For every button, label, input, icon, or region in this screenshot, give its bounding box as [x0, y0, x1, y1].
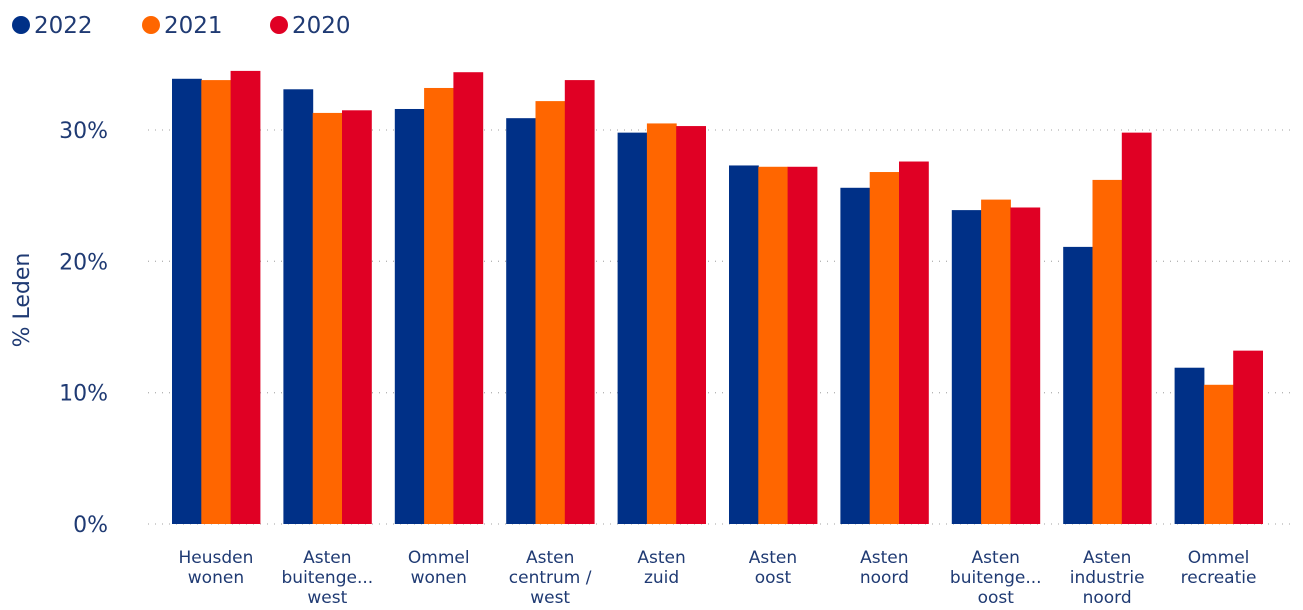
bar-2022-4[interactable] [617, 132, 648, 525]
x-category-label-line: Asten [526, 548, 574, 568]
x-category-label-line: Asten [972, 548, 1020, 568]
x-category-label: Asten centrum / west [509, 548, 592, 608]
bar-2020-3[interactable] [564, 80, 595, 525]
bar-2022-7[interactable] [951, 210, 982, 524]
legend-marker [270, 16, 288, 34]
bar-2020-9[interactable] [1233, 350, 1263, 524]
x-category-label-line: Asten [637, 548, 685, 568]
bar-2022-1[interactable] [283, 89, 314, 524]
bar-2021-2[interactable] [424, 87, 454, 525]
x-category-label: Asten noord [860, 548, 909, 588]
legend-label: 2021 [164, 13, 223, 39]
bar-2020-5[interactable] [787, 166, 818, 525]
bar-2021-3[interactable] [535, 101, 566, 525]
bar-2022-5[interactable] [729, 165, 759, 524]
x-category-label-line: west [530, 588, 570, 608]
x-category-label: Asten zuid [637, 548, 685, 588]
bar-2021-1[interactable] [312, 112, 343, 524]
bar-2022-9[interactable] [1174, 367, 1205, 524]
legend: 2022 2021 2020 [12, 13, 351, 39]
legend-label: 2020 [292, 13, 351, 39]
legend-marker [12, 16, 30, 34]
bar-2021-4[interactable] [646, 123, 677, 524]
bar-2020-0[interactable] [230, 70, 261, 525]
x-category-label: Heusden wonen [178, 548, 253, 588]
x-category-label: Ommel wonen [408, 548, 470, 588]
x-category-label-line: wonen [188, 568, 244, 588]
legend-label: 2022 [34, 13, 93, 39]
x-category-label-line: noord [860, 568, 909, 588]
y-axis-title: % Leden [10, 253, 35, 348]
x-category-label-line: centrum / [509, 568, 592, 588]
legend-item-2022[interactable]: 2022 [12, 13, 93, 39]
x-category-label-line: recreatie [1181, 568, 1257, 588]
bar-2021-7[interactable] [981, 199, 1011, 524]
x-category-label-line: Asten [860, 548, 908, 568]
y-tick-label: 30% [59, 119, 108, 144]
bar-2020-4[interactable] [676, 126, 706, 524]
y-tick-label: 10% [59, 382, 108, 407]
bar-2021-5[interactable] [758, 166, 789, 525]
x-category-label-line: buitenge... [950, 568, 1042, 588]
x-category-label-line: Asten [1083, 548, 1131, 568]
x-category-label: Asten industrie noord [1070, 548, 1145, 608]
x-category-label-line: noord [1083, 588, 1132, 608]
bar-2021-8[interactable] [1092, 179, 1123, 524]
x-category-label-line: wonen [411, 568, 467, 588]
bars [172, 70, 1263, 525]
bar-2021-9[interactable] [1203, 384, 1234, 524]
y-tick-label: 20% [59, 250, 108, 275]
bar-2020-6[interactable] [899, 161, 929, 524]
legend-item-2021[interactable]: 2021 [142, 13, 223, 39]
bar-2020-8[interactable] [1121, 132, 1152, 525]
bar-2022-8[interactable] [1063, 246, 1093, 525]
bar-2022-6[interactable] [840, 187, 871, 524]
x-category-label: Asten buitenge... oost [950, 548, 1042, 608]
x-category-label-line: Asten [303, 548, 351, 568]
y-tick-label: 0% [73, 513, 108, 538]
x-category-label: Asten buitenge... west [282, 548, 374, 608]
bar-2022-3[interactable] [506, 118, 536, 525]
x-category-label-line: buitenge... [282, 568, 374, 588]
bar-2021-6[interactable] [869, 172, 900, 524]
x-category-label-line: west [307, 588, 347, 608]
bar-2020-7[interactable] [1010, 207, 1041, 524]
x-category-label-line: industrie [1070, 568, 1145, 588]
bar-2021-0[interactable] [201, 80, 232, 525]
legend-item-2020[interactable]: 2020 [270, 13, 351, 39]
bar-2022-0[interactable] [172, 78, 202, 524]
x-category-label-line: Asten [749, 548, 797, 568]
x-category-label-line: Heusden [178, 548, 253, 568]
x-category-label: Asten oost [749, 548, 797, 588]
x-category-label-line: zuid [644, 568, 679, 588]
x-category-label-line: oost [978, 588, 1015, 608]
x-category-label-line: Ommel [408, 548, 470, 568]
x-category-label-line: Ommel [1188, 548, 1250, 568]
y-axis-ticks: 0% 10% 20% 30% [59, 119, 108, 538]
bar-2020-1[interactable] [342, 110, 372, 525]
bar-2020-2[interactable] [453, 72, 484, 525]
bar-2022-2[interactable] [394, 108, 425, 524]
x-category-label-line: oost [755, 568, 792, 588]
legend-marker [142, 16, 160, 34]
x-category-label: Ommel recreatie [1181, 548, 1257, 588]
